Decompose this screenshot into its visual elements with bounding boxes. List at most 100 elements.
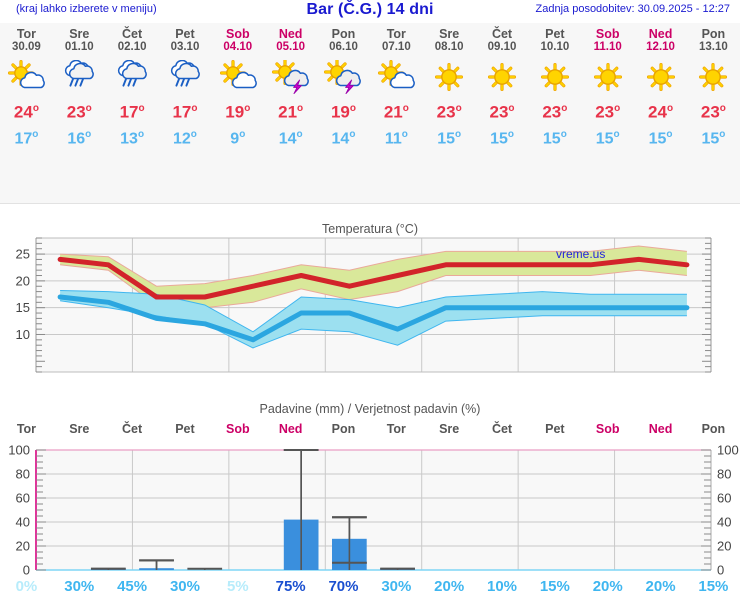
svg-text:20: 20 bbox=[717, 539, 731, 554]
cloud-rain-icon bbox=[118, 60, 147, 87]
min-temperature: 9o bbox=[230, 128, 246, 147]
day-name: Ned bbox=[648, 27, 673, 41]
sun-cloud-storm-icon bbox=[271, 60, 309, 94]
precip-probability-label: 20% bbox=[645, 578, 676, 595]
sun-cloud-icon bbox=[378, 60, 416, 89]
min-temperature: 15o bbox=[701, 128, 726, 147]
degree-symbol: o bbox=[191, 103, 198, 114]
section-divider bbox=[0, 203, 740, 204]
precip-day-label: Pon bbox=[701, 422, 726, 436]
day-name: Pon bbox=[331, 27, 356, 41]
top-header-bar: (kraj lahko izberete v meniju) Bar (Č.G.… bbox=[0, 0, 740, 22]
temperature-chart: Temperatura (°C) 10 15 20 25 vreme.us bbox=[0, 212, 740, 397]
weather-icon-wrapper bbox=[264, 56, 317, 98]
weather-icon-wrapper bbox=[476, 56, 529, 98]
svg-text:10: 10 bbox=[16, 327, 30, 342]
degree-symbol: o bbox=[560, 128, 567, 140]
degree-symbol: o bbox=[561, 103, 568, 114]
weather-icon-wrapper bbox=[159, 56, 212, 98]
max-temperature: 19o bbox=[330, 102, 356, 122]
max-temperature: 23o bbox=[595, 102, 621, 122]
forecast-day-column: Ned 05.10 21o 14o bbox=[264, 23, 317, 149]
weather-icon-wrapper bbox=[687, 56, 740, 98]
precip-day-label: Čet bbox=[491, 422, 513, 436]
forecast-day-column: Pon 06.10 19o 14o bbox=[317, 23, 370, 149]
degree-symbol: o bbox=[666, 103, 674, 114]
day-name: Pon bbox=[701, 27, 726, 41]
min-temperature: 12o bbox=[173, 128, 197, 147]
day-name: Pet bbox=[175, 27, 195, 41]
sun-icon bbox=[699, 62, 728, 91]
day-name: Pet bbox=[545, 27, 565, 41]
degree-symbol: o bbox=[349, 103, 356, 114]
precip-probability-label: 20% bbox=[434, 578, 465, 595]
sun-icon bbox=[435, 62, 464, 91]
min-temperature: 14o bbox=[331, 128, 356, 147]
svg-text:20: 20 bbox=[16, 273, 30, 288]
day-name: Sre bbox=[439, 27, 460, 41]
precip-probability-label: 15% bbox=[539, 578, 570, 595]
max-temperature: 23o bbox=[489, 102, 515, 122]
forecast-day-column: Pet 10.10 23o 15o bbox=[528, 23, 581, 149]
day-date: 13.10 bbox=[699, 41, 728, 53]
precip-day-label: Pet bbox=[175, 422, 195, 436]
day-date: 07.10 bbox=[381, 41, 411, 53]
day-name: Ned bbox=[278, 27, 303, 41]
svg-text:60: 60 bbox=[16, 491, 30, 506]
day-date: 11.10 bbox=[593, 41, 622, 53]
degree-symbol: o bbox=[349, 128, 356, 140]
forecast-day-column: Sre 01.10 23o 16o bbox=[53, 23, 106, 149]
svg-text:0: 0 bbox=[717, 563, 724, 578]
degree-symbol: o bbox=[508, 103, 515, 114]
precip-day-label: Sre bbox=[439, 422, 460, 436]
precip-day-label: Tor bbox=[16, 422, 37, 436]
precip-day-label: Sob bbox=[595, 422, 620, 436]
svg-text:25: 25 bbox=[16, 247, 30, 262]
forecast-day-column: Sob 04.10 19o 9o bbox=[211, 23, 264, 149]
degree-symbol: o bbox=[613, 128, 620, 140]
degree-symbol: o bbox=[666, 128, 673, 140]
sun-cloud-icon bbox=[8, 60, 46, 89]
max-temperature: 23o bbox=[542, 102, 568, 122]
min-temperature: 15o bbox=[490, 128, 514, 147]
precip-probability-label: 10% bbox=[487, 578, 518, 595]
precip-day-labels: Tor Sre Čet Pet Sob Ned Pon Tor Sre Čet Pet Sob Ned P… bbox=[0, 422, 740, 436]
min-temperature: 16o bbox=[67, 128, 92, 147]
precip-probability-label: 30% bbox=[169, 578, 200, 595]
max-temperature: 23o bbox=[66, 102, 92, 122]
precip-probability-label: 30% bbox=[381, 578, 412, 595]
degree-symbol: o bbox=[297, 103, 304, 114]
svg-text:80: 80 bbox=[16, 467, 30, 482]
svg-text:20: 20 bbox=[16, 539, 30, 554]
degree-symbol: o bbox=[85, 103, 92, 114]
degree-symbol: o bbox=[32, 103, 39, 114]
forecast-day-column: Pon 13.10 23o 15o bbox=[687, 23, 740, 149]
weather-icon-wrapper bbox=[106, 56, 159, 98]
min-temperature: 15o bbox=[595, 128, 620, 147]
svg-text:0: 0 bbox=[23, 563, 30, 578]
degree-symbol: o bbox=[244, 103, 251, 114]
degree-symbol: o bbox=[32, 128, 39, 140]
forecast-day-column: Sre 08.10 23o 15o bbox=[423, 23, 476, 149]
day-date: 03.10 bbox=[170, 41, 200, 53]
precip-day-label: Pon bbox=[331, 422, 356, 436]
precip-probability-label: 70% bbox=[328, 578, 359, 595]
degree-symbol: o bbox=[455, 128, 462, 140]
min-temperature: 15o bbox=[437, 128, 462, 147]
day-name: Tor bbox=[386, 27, 406, 41]
day-name: Čet bbox=[491, 27, 513, 41]
forecast-day-column: Sob 11.10 23o 15o bbox=[581, 23, 634, 149]
svg-text:60: 60 bbox=[717, 491, 731, 506]
min-temperature: 15o bbox=[648, 128, 673, 147]
temperature-chart-svg: 10 15 20 25 bbox=[0, 212, 740, 397]
precip-day-label: Tor bbox=[386, 422, 406, 436]
day-name: Sob bbox=[225, 27, 250, 41]
max-temperature: 23o bbox=[436, 102, 462, 122]
min-temperature: 11o bbox=[384, 128, 408, 147]
day-date: 01.10 bbox=[64, 41, 94, 53]
degree-symbol: o bbox=[137, 128, 145, 140]
sun-icon bbox=[540, 62, 569, 91]
max-temperature: 21o bbox=[278, 102, 304, 122]
menu-hint-text: (kraj lahko izberete v meniju) bbox=[16, 3, 157, 15]
